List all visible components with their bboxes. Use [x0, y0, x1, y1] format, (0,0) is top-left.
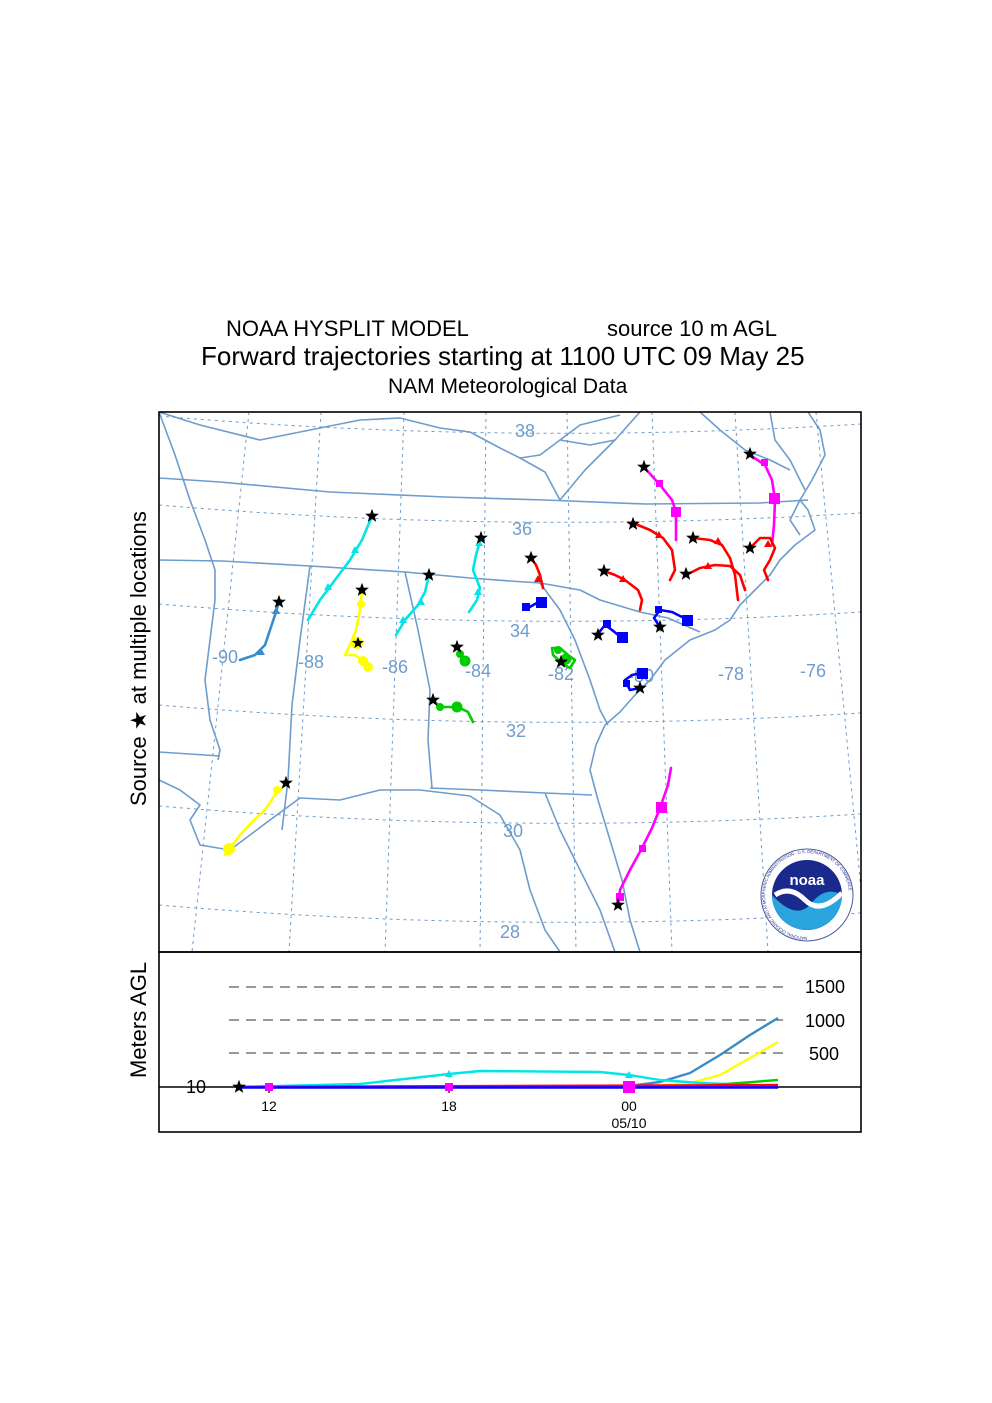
graticule [159, 412, 861, 952]
trajectory-yellow-1 [343, 588, 373, 672]
graticule-labels: 38 36 34 32 30 28 -90 -88 -86 -84 -82 -8… [212, 421, 826, 942]
lat-label-36: 36 [512, 519, 532, 539]
meridian-80 [651, 412, 673, 952]
time-label-18: 18 [441, 1098, 457, 1114]
height-trace-yellow [239, 1040, 779, 1089]
gulf-coast [159, 779, 561, 952]
height-frame [158, 951, 862, 1133]
noaa-logo-text: noaa [789, 872, 825, 889]
level-label-1500: 1500 [805, 977, 845, 997]
parallel-36 [159, 504, 861, 523]
lon-label-78: -78 [718, 664, 744, 684]
lon-label-76: -76 [800, 661, 826, 681]
trajectory-blue-4 [623, 668, 648, 692]
chesapeake [789, 499, 801, 536]
map-panel: 38 36 34 32 30 28 -90 -88 -86 -84 -82 -8… [158, 411, 862, 953]
trajectory-magenta-md [748, 453, 780, 547]
source-star-icon [679, 566, 693, 580]
lat-label-34: 34 [510, 621, 530, 641]
trajectory-red-1 [631, 521, 677, 582]
lon-label-82: -82 [548, 664, 574, 684]
trajectory-blue-1 [522, 597, 547, 611]
delmarva [769, 412, 806, 491]
date-label: 05/10 [611, 1115, 646, 1131]
lat-label-38: 38 [515, 421, 535, 441]
trajectory-red-2 [691, 536, 740, 602]
source-star-icon [626, 516, 640, 530]
source-height-label: source 10 m AGL [607, 316, 777, 341]
level-label-500: 500 [809, 1044, 839, 1064]
tennessee-south-line [221, 560, 511, 582]
trajectory-cyan-1 [306, 514, 374, 622]
trajectory-green-1 [455, 645, 471, 667]
trajectory-blue-3 [652, 606, 693, 629]
ms-la-line [159, 751, 221, 757]
meridian-86 [384, 412, 405, 952]
potomac [699, 412, 791, 471]
source-star-icon [597, 563, 611, 577]
meridian-88 [288, 412, 322, 952]
meridian-84 [479, 412, 487, 952]
trajectory-magenta-pa [642, 465, 681, 542]
mississippi-river [159, 412, 221, 761]
lat-label-32: 32 [506, 721, 526, 741]
source-star-icon [524, 550, 538, 564]
lon-label-90: -90 [212, 647, 238, 667]
parallel-30 [159, 805, 861, 824]
run-title: Forward trajectories starting at 1100 UT… [201, 341, 805, 371]
lon-label-84: -84 [465, 661, 491, 681]
noaa-logo: noaa NATIONAL OCEANIC AND ATMOSPHERIC AD… [760, 848, 854, 942]
parallel-28 [159, 904, 861, 923]
boundaries [159, 412, 826, 952]
source-star-icon [232, 1079, 246, 1093]
ky-indiana [559, 439, 616, 446]
trajectory-cyan-2 [394, 573, 431, 637]
level-label-1000: 1000 [805, 1011, 845, 1031]
atlantic-coast-north [589, 412, 826, 952]
meridian-82 [566, 412, 577, 952]
source-star-icon [686, 530, 700, 544]
va-wv-border [559, 412, 641, 501]
height-reference-lines [229, 986, 790, 1054]
model-title: NOAA HYSPLIT MODEL [226, 316, 469, 341]
height-trace-markers [232, 1070, 635, 1093]
trajectory-steelblue [238, 600, 281, 662]
height-panel: 1500 1000 500 10 12 18 00 05/10 [158, 951, 862, 1133]
arkansas-tn [159, 559, 223, 562]
trajectory-red-4 [748, 536, 777, 582]
trajectory-cyan-3 [467, 536, 483, 614]
source-level-label: 10 [186, 1077, 206, 1097]
trajectory-magenta-fl [616, 766, 673, 907]
trajectory-green-3 [431, 698, 475, 724]
trajectories [223, 453, 780, 907]
trajectory-blue-2 [595, 620, 628, 643]
fl-panhandle [544, 792, 616, 952]
ohio-river [159, 412, 621, 459]
meridian-76 [815, 412, 861, 891]
trajectory-yellow-2 [223, 781, 288, 857]
kentucky-tennessee-line [159, 477, 809, 505]
meridian-78 [734, 412, 769, 952]
time-label-00: 00 [621, 1098, 637, 1114]
ms-al-border [281, 565, 311, 831]
met-data-label: NAM Meteorological Data [388, 375, 628, 398]
ga-sc-border [539, 582, 609, 726]
time-label-12: 12 [261, 1098, 277, 1114]
lon-label-88: -88 [298, 652, 324, 672]
source-star-icon [365, 508, 379, 522]
map-frame [158, 411, 862, 953]
height-trace-cyan [238, 1069, 779, 1089]
wv-border [519, 457, 561, 501]
meridian-90 [191, 412, 250, 952]
lat-label-28: 28 [500, 922, 520, 942]
lat-label-30: 30 [503, 821, 523, 841]
lon-label-86: -86 [382, 657, 408, 677]
parallel-38 [159, 415, 861, 434]
ga-florida-line [429, 787, 593, 796]
trajectory-red-5 [602, 569, 644, 612]
trajectory-red-3 [684, 562, 747, 592]
parallel-34 [159, 603, 861, 622]
parallel-32 [159, 704, 861, 723]
